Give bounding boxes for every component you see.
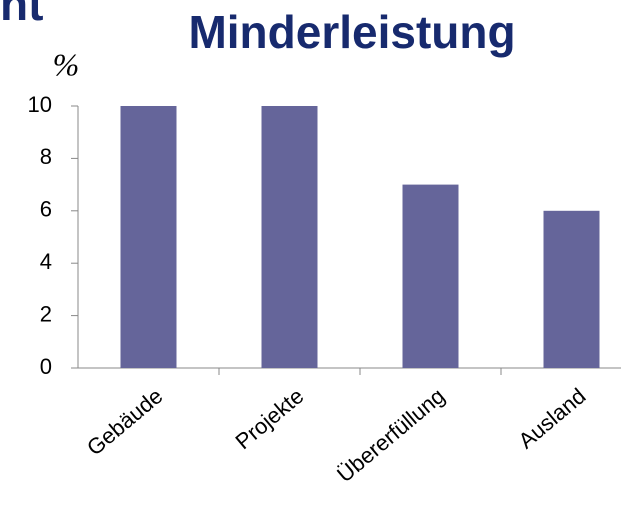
cropped-heading: nt <box>0 0 43 30</box>
bar <box>543 210 600 368</box>
bar <box>120 106 177 368</box>
x-tick-label: Projekte <box>231 383 309 454</box>
bar <box>261 106 318 368</box>
x-tick-label: Ausland <box>513 383 590 453</box>
bar <box>402 184 459 368</box>
x-tick-label: Übererfüllung <box>332 383 449 487</box>
x-tick-label: Gebäude <box>82 383 167 460</box>
y-tick-label: 8 <box>40 144 52 169</box>
y-tick-label: 6 <box>40 197 52 222</box>
y-tick-label: 0 <box>40 354 52 379</box>
chart-title: Minderleistung <box>188 6 515 58</box>
y-tick-label: 4 <box>40 249 52 274</box>
y-tick-label: 10 <box>28 92 52 117</box>
y-axis-label: % <box>53 46 80 82</box>
y-tick-label: 2 <box>40 301 52 326</box>
